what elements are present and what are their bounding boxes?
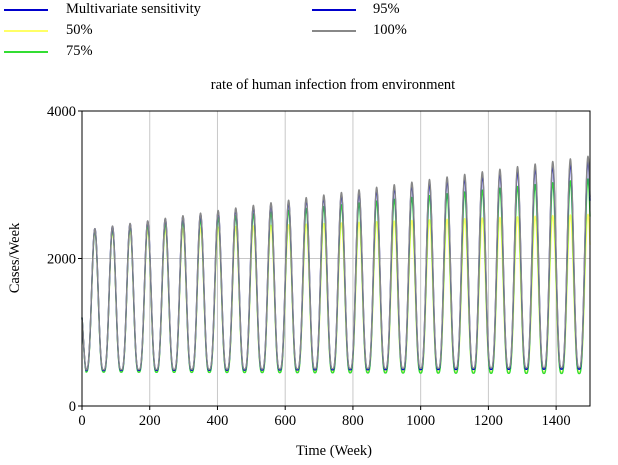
chart-title: rate of human infection from environment [210, 77, 456, 93]
y-tick-label: 0 [69, 399, 76, 415]
x-tick-label: 0 [78, 413, 85, 429]
legend-swatch-95 [312, 9, 356, 11]
x-tick-label: 800 [342, 413, 364, 429]
axis-ticks: 0 200 400 600 800 1000 1200 1400 0 2000 4000 [47, 104, 571, 429]
x-tick-label: 600 [274, 413, 296, 429]
legend-swatch-75 [4, 51, 48, 53]
legend-label-100: 100% [373, 22, 407, 38]
y-tick-label: 4000 [47, 104, 76, 120]
x-tick-label: 400 [207, 413, 229, 429]
legend-swatch-50 [4, 30, 48, 32]
y-tick-label: 2000 [47, 252, 76, 268]
x-tick-label: 200 [139, 413, 161, 429]
x-axis-label: Time (Week) [296, 443, 372, 459]
legend: Multivariate sensitivity 50% 75% 95% 100… [0, 0, 618, 66]
x-tick-label: 1400 [542, 413, 571, 429]
x-tick-label: 1200 [474, 413, 503, 429]
legend-swatch-100 [312, 30, 356, 32]
series-group [81, 155, 591, 375]
legend-label-50: 50% [66, 22, 93, 38]
x-tick-label: 1000 [406, 413, 435, 429]
series-line-100pct [81, 155, 591, 371]
legend-label-95: 95% [373, 1, 400, 17]
legend-swatch-title [4, 9, 48, 11]
y-axis-label: Cases/Week [7, 222, 23, 293]
legend-title: Multivariate sensitivity [66, 1, 201, 17]
legend-label-75: 75% [66, 43, 93, 59]
